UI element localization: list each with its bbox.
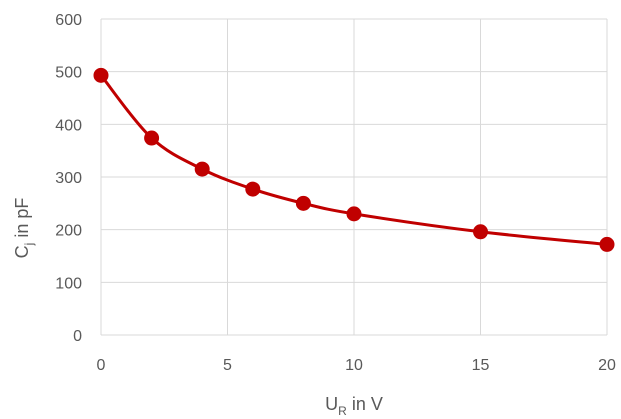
x-tick-label: 10 <box>345 357 363 374</box>
y-axis-title-main: C <box>12 245 32 258</box>
y-axis-tick-labels: 0 100 200 300 400 500 600 <box>55 12 82 345</box>
series-layer <box>93 67 615 252</box>
data-point-marker <box>473 224 488 240</box>
y-tick-label: 500 <box>55 65 82 82</box>
y-tick-label: 200 <box>55 223 82 240</box>
x-axis-title-suffix: in V <box>347 394 383 414</box>
x-tick-label: 5 <box>223 357 232 374</box>
data-point-marker <box>93 67 109 83</box>
data-point-marker <box>599 236 615 252</box>
x-tick-label: 15 <box>472 357 490 374</box>
y-tick-label: 300 <box>55 170 82 187</box>
y-axis-title-suffix: in pF <box>12 198 32 243</box>
y-axis-title-subscript: j <box>22 243 36 247</box>
x-axis-title: UR in V <box>325 394 383 418</box>
y-tick-label: 0 <box>73 328 82 345</box>
data-point-marker <box>346 206 362 222</box>
x-axis-title-main: U <box>325 394 338 414</box>
x-axis-tick-labels: 0 5 10 15 20 <box>97 357 616 374</box>
y-tick-label: 400 <box>55 117 82 134</box>
grid <box>100 18 608 336</box>
x-axis-title-subscript: R <box>338 404 347 418</box>
data-point-marker <box>245 181 261 197</box>
x-tick-label: 20 <box>598 357 616 374</box>
data-point-marker <box>295 195 311 211</box>
y-axis-title: Cj in pF <box>12 198 36 259</box>
x-tick-label: 0 <box>97 357 106 374</box>
y-tick-label: 600 <box>55 12 82 29</box>
y-tick-label: 100 <box>55 275 82 292</box>
data-point-marker <box>144 130 160 146</box>
data-point-marker <box>194 161 210 177</box>
